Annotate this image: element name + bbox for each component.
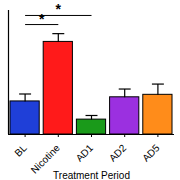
svg-text:*: * [56,1,62,17]
svg-text:BL: BL [12,142,29,159]
svg-text:AD2: AD2 [107,142,129,164]
svg-text:*: * [39,11,45,27]
svg-text:AD1: AD1 [74,142,96,164]
svg-text:Treatment Period: Treatment Period [53,170,130,180]
svg-text:AD5: AD5 [140,142,162,164]
svg-text:Nicotine: Nicotine [28,142,62,176]
